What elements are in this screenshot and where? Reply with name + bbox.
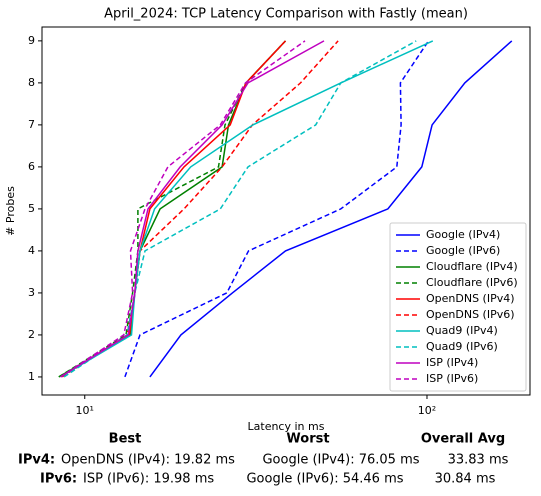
legend-label: Quad9 (IPv4) — [426, 324, 498, 337]
series-line — [124, 40, 430, 378]
y-axis-label: # Probes — [4, 186, 17, 236]
series-line — [63, 40, 417, 378]
row-label: IPv4: — [18, 453, 55, 468]
series-line — [60, 40, 306, 378]
legend-box — [389, 222, 527, 392]
plot-frame — [41, 26, 531, 396]
y-tick-label: 1 — [28, 370, 35, 383]
y-tick-label: 6 — [28, 160, 35, 173]
y-tick-label: 9 — [28, 34, 35, 47]
series-line — [61, 40, 339, 378]
legend-label: Cloudflare (IPv6) — [426, 276, 518, 289]
row-label: IPv6: — [40, 472, 77, 487]
series-line — [60, 40, 434, 378]
y-tick-label: 2 — [28, 328, 35, 341]
series-line — [58, 40, 287, 378]
table-header: Worst — [286, 432, 329, 447]
series-line — [58, 40, 287, 378]
legend-label: Quad9 (IPv6) — [426, 340, 498, 353]
series-line — [60, 40, 287, 378]
legend-label: Google (IPv6) — [426, 244, 500, 257]
legend-label: ISP (IPv6) — [426, 372, 478, 385]
table-cell: Google (IPv4): 76.05 ms — [262, 453, 419, 468]
series-line — [60, 40, 325, 378]
table-cell: 33.83 ms — [448, 453, 509, 468]
x-tick-label: 10² — [418, 404, 436, 417]
table-header: Best — [109, 432, 142, 447]
y-tick-label: 8 — [28, 76, 35, 89]
legend-label: OpenDNS (IPv6) — [426, 308, 515, 321]
x-axis-label: Latency in ms — [248, 420, 325, 433]
x-tick-label: 10¹ — [76, 404, 94, 417]
y-tick-label: 7 — [28, 118, 35, 131]
y-tick-label: 5 — [28, 202, 35, 215]
series-line — [149, 40, 513, 378]
legend-label: Cloudflare (IPv4) — [426, 260, 518, 273]
table-cell: OpenDNS (IPv4): 19.82 ms — [61, 453, 235, 468]
summary-table: Best Worst Overall Avg IPv4: OpenDNS (IP… — [18, 432, 509, 487]
legend-label: Google (IPv4) — [426, 228, 500, 241]
y-tick-label: 4 — [28, 244, 35, 257]
table-cell: ISP (IPv6): 19.98 ms — [83, 472, 214, 487]
table-cell: Google (IPv6): 54.46 ms — [246, 472, 403, 487]
legend: Google (IPv4) Google (IPv6) Cloudflare (IP… — [389, 222, 527, 392]
legend-label: OpenDNS (IPv4) — [426, 292, 515, 305]
table-header: Overall Avg — [421, 432, 505, 447]
chart-title: April_2024: TCP Latency Comparison with … — [104, 7, 468, 22]
table-cell: 30.84 ms — [435, 472, 496, 487]
y-tick-label: 3 — [28, 286, 35, 299]
legend-label: ISP (IPv4) — [426, 356, 478, 369]
